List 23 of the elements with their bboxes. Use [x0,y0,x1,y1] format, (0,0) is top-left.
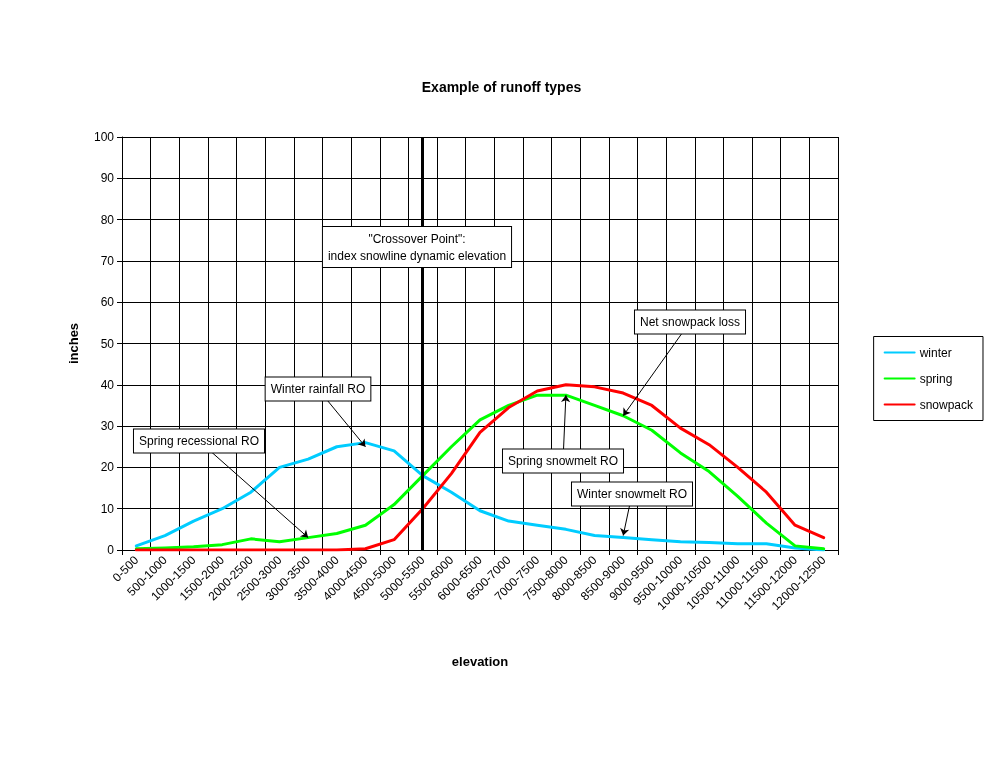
y-axis-title: inches [66,322,81,365]
annotation: Net snowpack loss [639,315,741,329]
chart-title: Example of runoff types [421,79,582,95]
x-axis-title: elevation [451,654,509,669]
y-tick-label: 20 [100,460,115,475]
legend-label: winter [918,345,952,360]
y-tick-label: 0 [107,543,115,557]
annotation: Winter rainfall RO [270,382,366,396]
y-tick-label: 40 [100,377,115,392]
legend-label: spring [919,371,953,386]
y-tick-label: 70 [100,253,115,268]
ref-line-label: "Crossover Point": index snowline dynamic elevation [327,231,507,263]
y-tick-label: 80 [100,212,115,227]
y-tick-label: 60 [100,295,115,310]
annotation: Spring recessional RO [138,434,260,448]
legend-label: snowpack [919,397,974,412]
y-tick-label: 30 [100,419,115,434]
y-tick-label: 10 [100,501,115,516]
y-tick-label: 50 [100,336,115,351]
annotation: Spring snowmelt RO [507,454,619,468]
y-tick-label: 100 [93,130,115,144]
y-tick-label: 90 [100,171,115,186]
annotation: Winter snowmelt RO [576,487,688,501]
